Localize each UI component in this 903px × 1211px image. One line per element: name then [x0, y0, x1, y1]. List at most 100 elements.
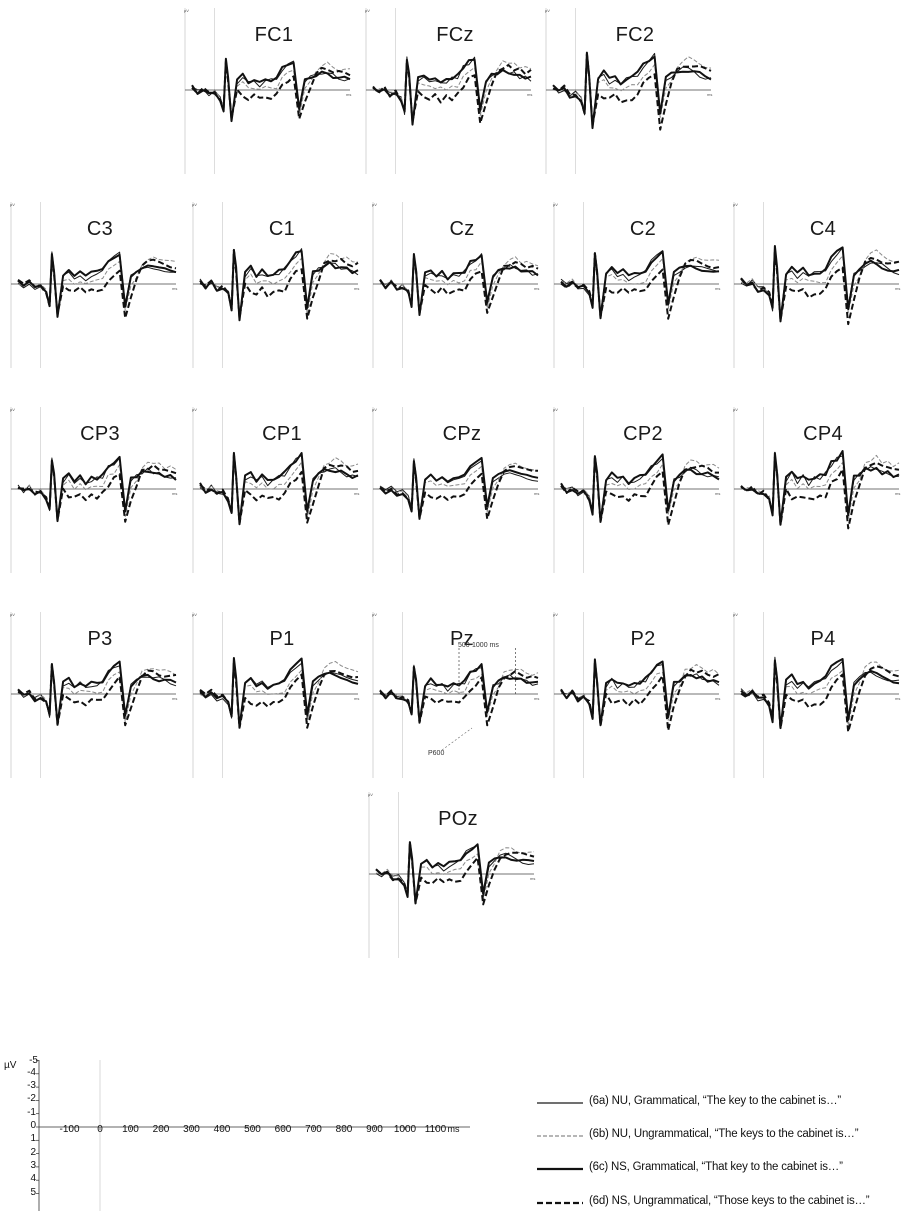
y-tick-label: 4	[30, 1173, 36, 1185]
series-line-6d	[17, 460, 177, 523]
panel-unit-mark: µV	[192, 202, 197, 207]
series-line-6c	[199, 657, 359, 729]
x-tick-label: 500	[244, 1124, 261, 1135]
series-line-6d	[199, 660, 359, 729]
series-line-6c	[375, 841, 535, 905]
electrode-panel-p3: P3 µV ms	[10, 610, 190, 780]
series-line-6a	[191, 60, 351, 119]
panel-ms-mark: ms	[895, 286, 901, 291]
series-line-6b	[560, 663, 720, 722]
erp-plot	[10, 407, 177, 573]
electrode-panel-c3: C3 µV ms	[10, 200, 190, 370]
electrode-panel-fc1: FC1 µV ms	[184, 6, 364, 176]
erp-plot	[192, 202, 359, 368]
electrode-label: P4	[810, 628, 836, 650]
x-tick-label: 1000	[393, 1124, 417, 1135]
erp-plot	[372, 202, 539, 368]
y-tick-label: 2	[30, 1146, 36, 1158]
electrode-label: C4	[809, 218, 837, 240]
series-line-6c	[560, 453, 720, 523]
erp-plot	[368, 792, 535, 958]
x-tick-label: 900	[366, 1124, 383, 1135]
panel-ms-mark: ms	[346, 92, 352, 97]
legend-item-6b: (6b) NU, Ungrammatical, “The keys to the…	[535, 1128, 903, 1144]
y-tick-label: -3	[27, 1080, 36, 1092]
erp-plot	[372, 407, 539, 573]
panel-ms-mark: ms	[354, 491, 360, 496]
panel-ms-mark: ms	[707, 92, 713, 97]
electrode-label: FC2	[615, 24, 655, 46]
legend-label: (6d) NS, Ungrammatical, “Those keys to t…	[589, 1195, 870, 1207]
x-tick-label: 300	[183, 1124, 200, 1135]
electrode-label: P2	[630, 628, 656, 650]
series-line-6c	[17, 455, 177, 523]
series-line-6b	[199, 660, 359, 724]
electrode-panel-p1: P1 µV ms	[192, 610, 372, 780]
series-line-6a	[560, 250, 720, 315]
erp-plot	[733, 612, 900, 778]
series-line-6c	[17, 660, 177, 726]
series-line-6b	[740, 453, 900, 521]
p600-pointer	[441, 727, 473, 751]
electrode-label: POz	[438, 808, 478, 830]
series-line-6b	[379, 461, 539, 515]
panel-unit-mark: µV	[365, 8, 370, 13]
series-line-6c	[740, 450, 900, 526]
panel-unit-mark: µV	[372, 612, 377, 617]
x-tick-label: 1100	[424, 1124, 447, 1135]
series-line-6d	[372, 60, 532, 125]
series-line-6c	[560, 658, 720, 727]
panel-unit-mark: µV	[545, 8, 550, 13]
erp-plot	[184, 8, 351, 174]
erp-plot	[372, 612, 539, 778]
y-tick-label: 1	[30, 1133, 36, 1145]
series-line-6b	[552, 56, 712, 125]
series-line-6d	[740, 661, 900, 733]
panel-unit-mark: µV	[192, 612, 197, 617]
window-annotation: 500-1000 ms	[458, 642, 499, 649]
panel-ms-mark: ms	[172, 491, 178, 496]
legend-label: (6b) NU, Ungrammatical, “The keys to the…	[589, 1128, 859, 1140]
electrode-panel-c4: C4 µV ms	[733, 200, 903, 370]
x-tick-label: 400	[213, 1124, 231, 1135]
electrode-panel-fcz: FCz µV ms	[365, 6, 545, 176]
panel-unit-mark: µV	[733, 202, 738, 207]
electrode-label: CPz	[442, 423, 482, 445]
electrode-panel-poz: POz µV ms	[368, 790, 548, 960]
panel-unit-mark: µV	[553, 407, 558, 412]
panel-ms-mark: ms	[354, 696, 360, 701]
scale-x-unit: ms	[447, 1124, 460, 1134]
panel-ms-mark: ms	[715, 696, 721, 701]
series-line-6d	[199, 248, 359, 320]
electrode-label: P1	[269, 628, 295, 650]
series-line-6b	[379, 254, 539, 312]
panel-ms-mark: ms	[534, 491, 540, 496]
panel-ms-mark: ms	[530, 876, 536, 881]
electrode-label: FC1	[254, 24, 294, 46]
y-tick-label: -4	[27, 1066, 36, 1078]
x-tick-label: -100	[59, 1124, 80, 1135]
electrode-label: C1	[268, 218, 296, 240]
electrode-panel-cp4: CP4 µV ms	[733, 405, 903, 575]
panel-unit-mark: µV	[10, 407, 15, 412]
erp-plot	[10, 612, 177, 778]
series-line-6a	[199, 455, 359, 521]
panel-ms-mark: ms	[715, 286, 721, 291]
x-tick-label: 600	[274, 1124, 292, 1135]
series-line-6d	[199, 453, 359, 525]
electrode-label: FCz	[436, 24, 474, 46]
electrode-label: CP3	[80, 423, 120, 445]
panel-ms-mark: ms	[172, 696, 178, 701]
series-line-6b	[199, 253, 359, 317]
series-line-6b	[17, 667, 177, 723]
series-line-6a	[375, 844, 535, 904]
series-line-6d	[379, 256, 539, 315]
series-line-6d	[560, 660, 720, 732]
panel-ms-mark: ms	[534, 286, 540, 291]
panel-ms-mark: ms	[534, 696, 540, 701]
electrode-panel-cpz: CPz µV ms	[372, 405, 552, 575]
legend-swatch	[537, 1167, 583, 1171]
legend-swatch	[537, 1102, 583, 1104]
panel-ms-mark: ms	[895, 491, 901, 496]
series-line-6d	[560, 455, 719, 526]
